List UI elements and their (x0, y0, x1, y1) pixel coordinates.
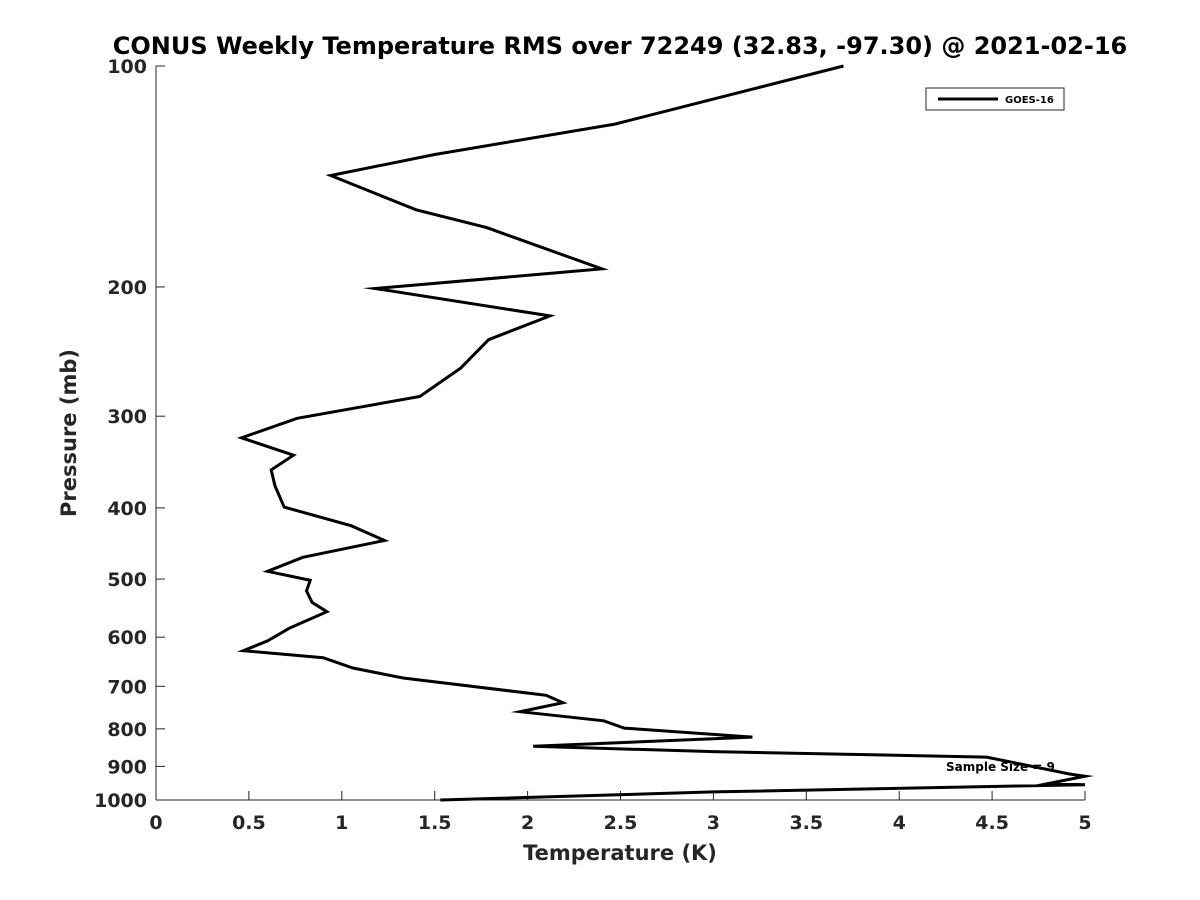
x-tick-label: 1.5 (418, 812, 452, 834)
legend-entry-goes-16: GOES-16 (1005, 95, 1054, 106)
x-tick-label: 0.5 (232, 812, 266, 834)
x-tick-label: 1 (335, 812, 348, 834)
y-tick-label: 800 (107, 719, 147, 741)
y-tick-label: 700 (107, 676, 147, 698)
y-axis-label: Pressure (mb) (57, 349, 81, 517)
x-tick-label: 2 (521, 812, 534, 834)
y-tick-label: 300 (107, 406, 147, 428)
x-tick-label: 0 (149, 812, 162, 834)
y-tick-label: 1000 (94, 790, 147, 812)
chart-title: CONUS Weekly Temperature RMS over 72249 … (113, 32, 1127, 60)
legend: GOES-16 (925, 87, 1065, 111)
series-group (236, 64, 1094, 802)
x-tick-label: 3 (707, 812, 720, 834)
x-tick-label: 5 (1078, 812, 1091, 834)
y-tick-label: 900 (107, 756, 147, 778)
y-tick-label: 400 (107, 498, 147, 520)
y-tick-label: 600 (107, 627, 147, 649)
y-tick-label: 200 (107, 277, 147, 299)
y-tick-label: 500 (107, 569, 147, 591)
x-axis-label: Temperature (K) (523, 841, 717, 865)
sample-size-annotation: Sample Size = 9 (946, 760, 1055, 774)
series-line-goes-16 (236, 64, 1094, 802)
x-tick-label: 2.5 (604, 812, 638, 834)
y-tick-label: 100 (107, 56, 147, 78)
x-ticks: 0 0.5 1 1.5 2 2.5 3 3.5 4 4.5 5 (149, 791, 1092, 834)
y-ticks: 100 200 300 400 500 600 700 800 900 1000 (94, 56, 165, 812)
x-tick-label: 4.5 (975, 812, 1009, 834)
x-tick-label: 4 (893, 812, 906, 834)
x-tick-label: 3.5 (789, 812, 823, 834)
